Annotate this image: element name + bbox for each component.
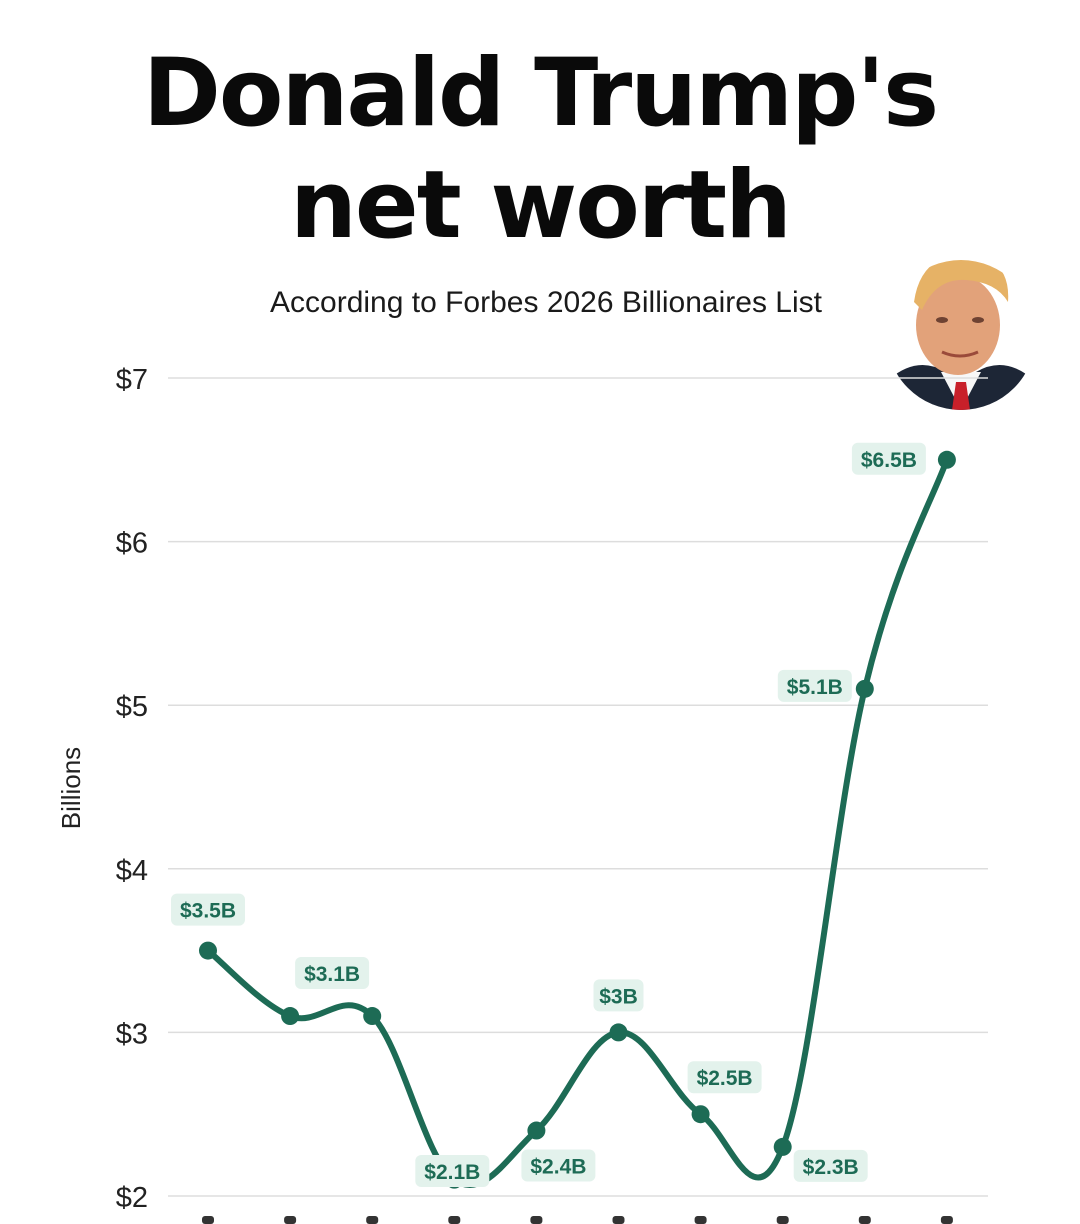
data-point [773,1137,792,1156]
data-label: $5.1B [777,669,852,702]
data-label: $3B [593,979,644,1012]
x-tick-mark [612,1216,625,1224]
data-point [281,1007,300,1026]
y-tick-label: $7 [116,364,148,396]
x-tick-mark [366,1216,379,1224]
x-axis-ticks [202,1216,953,1224]
data-label: $2.3B [793,1149,868,1182]
svg-text:$5.1B: $5.1B [787,676,843,699]
svg-text:$3B: $3B [599,985,638,1008]
x-tick-mark [858,1216,871,1224]
gridlines [168,377,988,1197]
chart-subtitle: According to Forbes 2026 Billionaires Li… [270,286,822,319]
chart-title: Donald Trump's net worth [0,38,1080,262]
y-axis-label: Billions [56,747,86,829]
series-line [205,456,950,1188]
portrait-image [886,260,1036,410]
x-tick-mark [448,1216,461,1224]
svg-text:$6.5B: $6.5B [861,449,917,472]
x-tick-mark [776,1216,789,1224]
data-point [363,1007,382,1026]
data-point [199,941,217,960]
data-label: $3.1B [295,957,370,990]
x-tick-mark [284,1216,297,1224]
svg-text:$2.1B: $2.1B [424,1161,480,1184]
x-tick-mark [530,1216,543,1224]
data-point [855,679,874,698]
svg-text:$2.5B: $2.5B [697,1067,753,1090]
data-label: $2.4B [521,1149,596,1182]
data-label: $3.5B [171,893,245,926]
y-tick-label: $3 [116,1018,148,1050]
data-point [609,1023,628,1042]
svg-text:$2.4B: $2.4B [530,1156,586,1179]
data-point [691,1105,710,1124]
y-tick-label: $2 [116,1182,148,1214]
y-axis-ticks: $2 $3 $4 $5 $6 $7 [116,364,148,1214]
x-tick-mark [694,1216,707,1224]
y-tick-label: $6 [116,528,148,560]
data-label: $2.1B [415,1155,490,1187]
svg-text:$3.5B: $3.5B [180,900,236,923]
title-line-1: Donald Trump's [142,39,939,148]
x-tick-mark [202,1216,214,1224]
title-line-2: net worth [290,151,792,260]
data-labels: $3.5B $3.1B $2.1B $2.4B $3B $2.5B $2.3B $5.1B $6… [171,442,926,1187]
data-point [937,450,956,469]
svg-text:$3.1B: $3.1B [304,963,360,986]
data-label: $2.5B [687,1061,762,1094]
y-tick-label: $4 [116,855,148,887]
svg-text:$2.3B: $2.3B [803,1156,859,1179]
x-tick-mark [940,1216,953,1224]
data-point [527,1121,546,1140]
data-label: $6.5B [851,442,926,475]
y-tick-label: $5 [116,691,148,723]
